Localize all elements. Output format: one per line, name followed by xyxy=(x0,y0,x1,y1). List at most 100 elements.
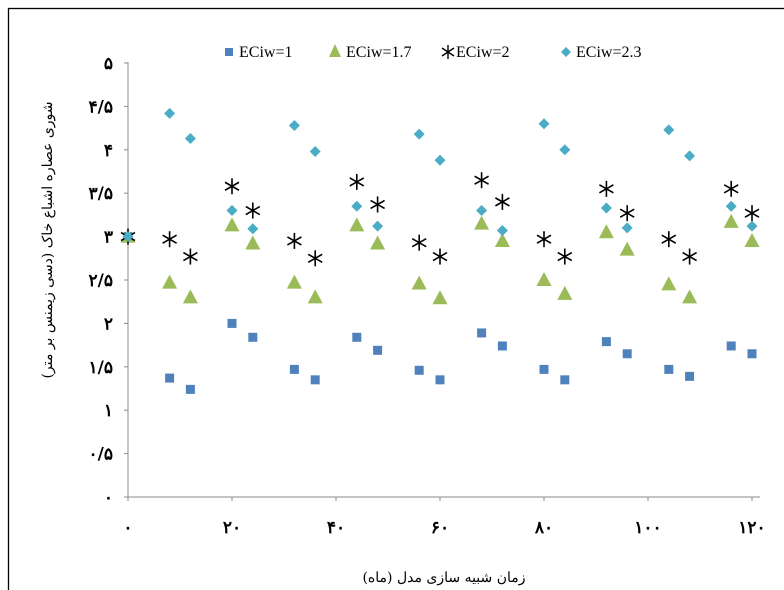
data-markers xyxy=(120,107,760,394)
x-tick-label: ۸۰ xyxy=(534,518,553,538)
point-eciw-1-7 xyxy=(286,274,302,289)
y-tick-label: ۱/۵ xyxy=(89,358,113,378)
y-axis-title: شوری عصاره اشباع خاک (دسی زیمنس بر متر) xyxy=(40,101,56,378)
point-eciw-1-7 xyxy=(224,217,240,232)
point-eciw-2 xyxy=(536,231,552,248)
y-tick-label: ۲ xyxy=(104,314,113,334)
point-eciw-1-7 xyxy=(598,224,614,239)
point-eciw-2-3 xyxy=(663,124,675,136)
point-eciw-1 xyxy=(435,375,445,385)
point-eciw-2 xyxy=(599,180,614,197)
point-eciw-1-7 xyxy=(432,290,448,305)
point-eciw-1-7 xyxy=(411,275,427,290)
point-eciw-2-3 xyxy=(496,225,508,237)
point-eciw-1-7 xyxy=(307,289,323,304)
point-eciw-2 xyxy=(224,178,240,195)
point-eciw-1 xyxy=(477,328,487,338)
y-tick-label: ۵ xyxy=(104,54,113,74)
point-eciw-2-3 xyxy=(600,202,612,214)
x-tick-label: ۰ xyxy=(123,518,132,538)
point-eciw-2-3 xyxy=(621,222,633,234)
legend-marker-eciw-2-3 xyxy=(561,47,571,57)
point-eciw-1-7 xyxy=(661,276,677,291)
point-eciw-2-3 xyxy=(559,144,571,156)
point-eciw-2 xyxy=(183,248,198,265)
point-eciw-1-7 xyxy=(162,274,178,289)
point-eciw-2 xyxy=(557,248,573,265)
point-eciw-2-3 xyxy=(538,118,550,130)
point-eciw-1 xyxy=(747,349,757,359)
legend: ECiw=1 ECiw=1.7 ECiw=2 ECiw=2.3 xyxy=(225,44,641,61)
point-eciw-1-7 xyxy=(474,215,490,230)
point-eciw-2 xyxy=(411,234,427,251)
legend-label-eciw-2-3: ECiw=2.3 xyxy=(576,44,641,61)
point-eciw-1 xyxy=(601,337,611,347)
x-tick-label: ۴۰ xyxy=(327,518,345,538)
point-eciw-2-3 xyxy=(184,133,196,145)
y-tick-label: ۱ xyxy=(104,401,113,421)
point-eciw-2-3 xyxy=(164,107,176,119)
point-eciw-1 xyxy=(414,365,424,375)
point-eciw-2-3 xyxy=(746,220,758,232)
point-eciw-2 xyxy=(723,180,739,197)
point-eciw-2-3 xyxy=(247,223,259,235)
x-tick-label: ۱۰۰ xyxy=(634,518,661,538)
point-eciw-2-3 xyxy=(413,128,425,140)
point-eciw-1-7 xyxy=(682,289,698,304)
y-axis-ticks: ۰ ۰/۵ ۱ ۱/۵ ۲ ۲/۵ ۳ ۳/۵ ۴ ۴/۵ ۵ xyxy=(89,54,128,508)
x-tick-label: ۱۲۰ xyxy=(738,518,765,538)
point-eciw-1 xyxy=(726,341,736,351)
point-eciw-2 xyxy=(744,205,760,222)
y-tick-label: ۰ xyxy=(104,488,113,508)
point-eciw-1-7 xyxy=(619,241,635,256)
point-eciw-1 xyxy=(289,364,299,374)
figure-border xyxy=(7,7,784,590)
point-eciw-2-3 xyxy=(288,119,300,131)
x-tick-label: ۶۰ xyxy=(431,518,449,538)
point-eciw-2 xyxy=(245,202,261,219)
point-eciw-2 xyxy=(619,205,635,222)
point-eciw-2-3 xyxy=(476,205,488,217)
x-axis-title: زمان شبیه سازی مدل (ماه) xyxy=(362,570,525,586)
point-eciw-2-3 xyxy=(226,205,238,217)
point-eciw-1-7 xyxy=(723,213,739,228)
y-tick-label: ۴ xyxy=(104,141,113,161)
legend-marker-eciw-1-7 xyxy=(329,44,341,57)
point-eciw-1 xyxy=(227,318,237,328)
point-eciw-1-7 xyxy=(536,272,552,286)
point-eciw-1 xyxy=(352,332,362,342)
point-eciw-1 xyxy=(560,375,570,385)
point-eciw-1-7 xyxy=(494,232,510,247)
point-eciw-1 xyxy=(664,364,674,374)
legend-marker-eciw-1 xyxy=(225,48,233,56)
y-tick-label: ۰/۵ xyxy=(89,445,113,465)
point-eciw-1 xyxy=(185,384,195,394)
point-eciw-2 xyxy=(661,231,677,248)
point-eciw-2-3 xyxy=(351,200,363,212)
point-eciw-1 xyxy=(373,345,383,355)
point-eciw-1-7 xyxy=(370,235,386,250)
point-eciw-2 xyxy=(474,172,489,189)
point-eciw-1-7 xyxy=(182,289,198,304)
point-eciw-1 xyxy=(165,373,175,383)
point-eciw-2 xyxy=(307,250,323,267)
point-eciw-2 xyxy=(495,193,510,210)
point-eciw-2 xyxy=(432,248,448,265)
point-eciw-1-7 xyxy=(744,232,760,247)
point-eciw-1 xyxy=(248,332,258,342)
point-eciw-2-3 xyxy=(309,146,321,158)
point-eciw-2 xyxy=(370,196,385,213)
y-tick-label: ۲/۵ xyxy=(89,271,113,291)
legend-label-eciw-2: ECiw=2 xyxy=(456,44,509,61)
point-eciw-1-7 xyxy=(349,217,365,232)
point-eciw-2-3 xyxy=(434,154,446,166)
point-eciw-2-3 xyxy=(122,231,134,243)
x-tick-label: ۲۰ xyxy=(223,518,241,538)
legend-label-eciw-1-7: ECiw=1.7 xyxy=(346,44,411,61)
point-eciw-2 xyxy=(682,248,697,265)
point-eciw-1 xyxy=(497,341,507,351)
point-eciw-2-3 xyxy=(684,150,696,162)
x-axis-ticks: ۰ ۲۰ ۴۰ ۶۰ ۸۰ ۱۰۰ ۱۲۰ xyxy=(123,497,766,538)
point-eciw-1 xyxy=(685,371,695,381)
